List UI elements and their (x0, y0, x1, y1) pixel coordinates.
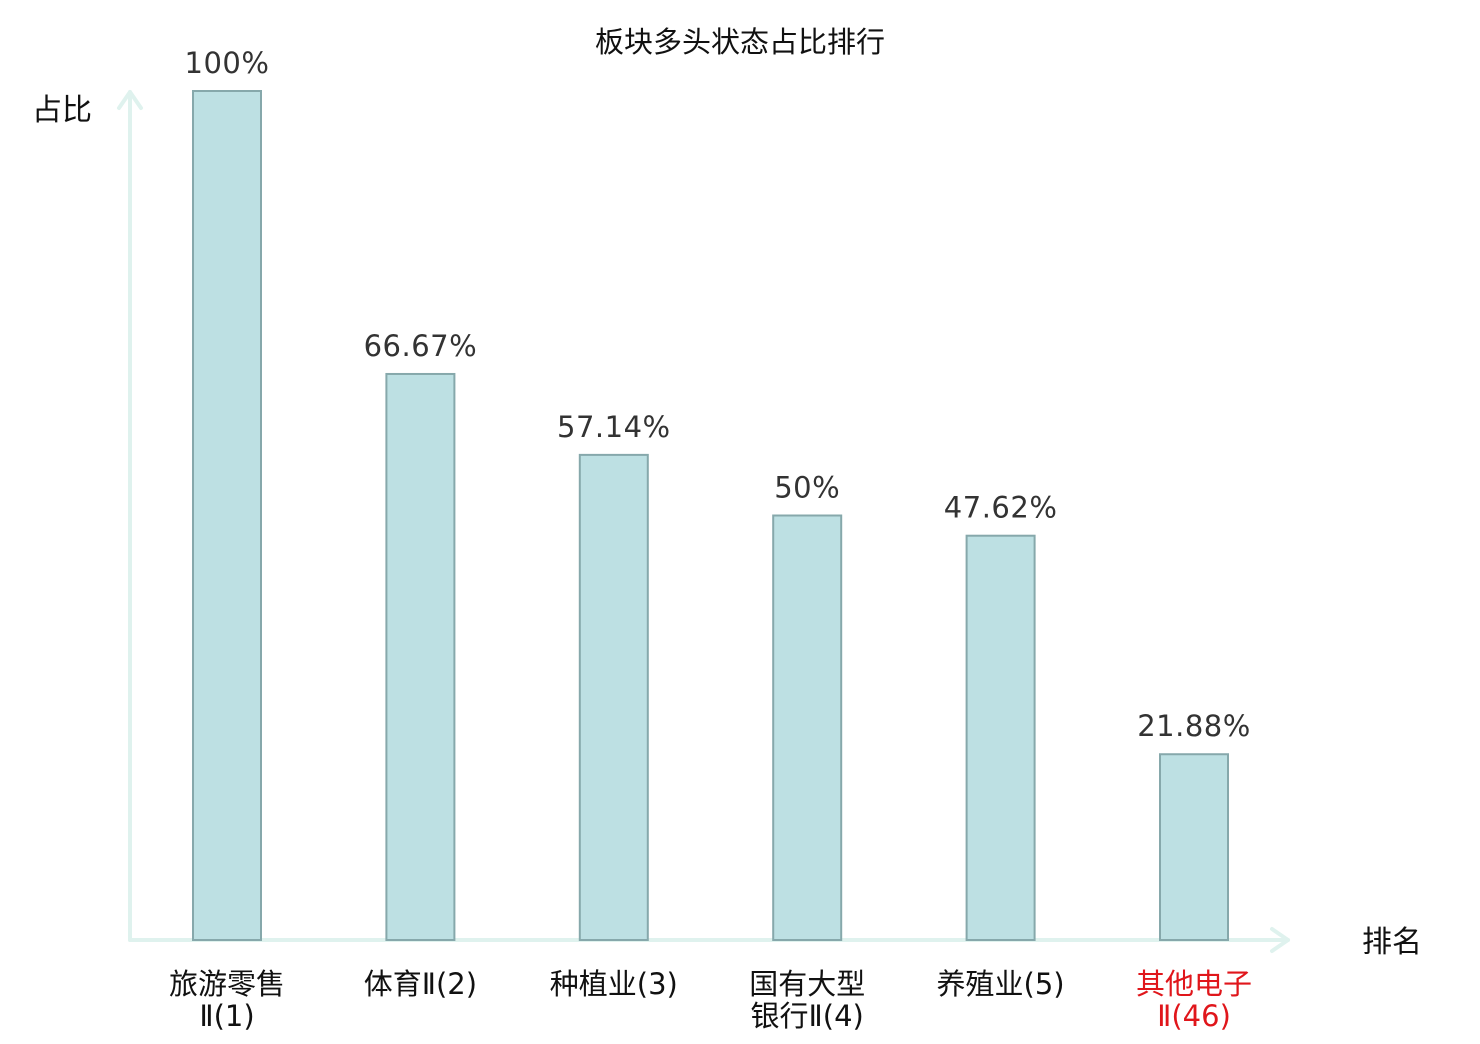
category-label: 银行Ⅱ(4) (751, 999, 864, 1033)
chart-title: 板块多头状态占比排行 (595, 25, 885, 59)
bar-value-label: 100% (185, 46, 270, 80)
bar (578, 453, 649, 941)
y-axis-arrow (117, 90, 143, 110)
category-label: 养殖业(5) (937, 967, 1065, 1001)
category-label: 其他电子 (1136, 967, 1252, 1001)
bar-value-label: 21.88% (1137, 709, 1251, 743)
bar (965, 534, 1036, 941)
bar (772, 514, 843, 941)
bar-value-label: 47.62% (944, 491, 1058, 525)
category-label: 体育Ⅱ(2) (364, 967, 477, 1001)
category-label: Ⅱ(1) (199, 999, 254, 1033)
value-labels-group: 100% 66.67% 57.14% 50% 47.62% 21.88% (185, 46, 1251, 743)
axes (117, 90, 1290, 953)
category-label: Ⅱ(46) (1157, 999, 1231, 1033)
bar (1159, 753, 1229, 941)
category-label: 种植业(3) (550, 967, 678, 1001)
y-axis-label: 占比 (32, 93, 92, 128)
x-axis-arrow (1270, 927, 1290, 953)
category-label: 旅游零售 (169, 967, 285, 1001)
bar (385, 372, 456, 942)
bar-value-label: 66.67% (364, 329, 478, 363)
bars-group (192, 90, 1229, 942)
category-label: 国有大型 (749, 967, 865, 1001)
bar-value-label: 50% (774, 471, 840, 505)
bar (192, 90, 262, 941)
x-axis-label: 排名 (1362, 925, 1422, 960)
bar-value-label: 57.14% (557, 410, 671, 444)
